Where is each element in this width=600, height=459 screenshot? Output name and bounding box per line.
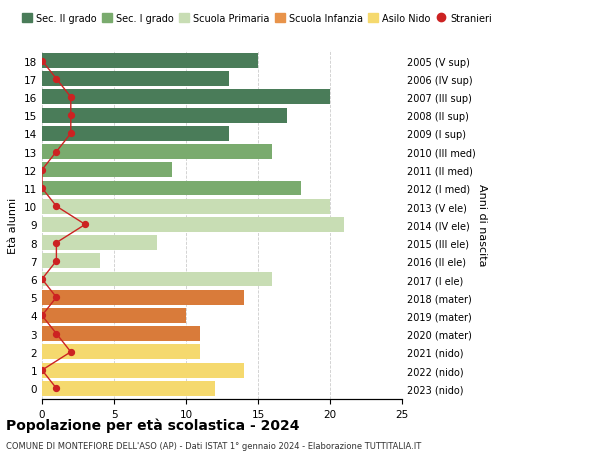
Point <box>52 294 61 301</box>
Y-axis label: Anni di nascita: Anni di nascita <box>477 184 487 266</box>
Bar <box>42 381 215 396</box>
Point <box>80 221 90 229</box>
Point <box>52 149 61 156</box>
Point <box>37 58 47 65</box>
Bar <box>42 254 100 269</box>
Bar <box>42 290 244 305</box>
Point <box>37 312 47 319</box>
Bar <box>42 326 200 341</box>
Bar <box>42 345 200 359</box>
Bar <box>42 218 344 232</box>
Bar <box>42 127 229 141</box>
Point <box>66 348 76 356</box>
Bar <box>42 54 258 69</box>
Point <box>37 367 47 374</box>
Text: COMUNE DI MONTEFIORE DELL'ASO (AP) - Dati ISTAT 1° gennaio 2024 - Elaborazione T: COMUNE DI MONTEFIORE DELL'ASO (AP) - Dat… <box>6 441 421 450</box>
Bar <box>42 72 229 87</box>
Point <box>66 94 76 101</box>
Bar <box>42 90 330 105</box>
Point <box>52 330 61 337</box>
Point <box>37 276 47 283</box>
Legend: Sec. II grado, Sec. I grado, Scuola Primaria, Scuola Infanzia, Asilo Nido, Stran: Sec. II grado, Sec. I grado, Scuola Prim… <box>18 10 496 28</box>
Bar <box>42 163 172 178</box>
Point <box>66 112 76 119</box>
Bar <box>42 308 186 323</box>
Point <box>52 203 61 210</box>
Point <box>52 76 61 83</box>
Bar <box>42 108 287 123</box>
Bar <box>42 235 157 251</box>
Y-axis label: Età alunni: Età alunni <box>8 197 19 253</box>
Point <box>52 257 61 265</box>
Bar <box>42 272 272 287</box>
Bar <box>42 363 244 378</box>
Point <box>52 240 61 247</box>
Bar <box>42 199 330 214</box>
Point <box>37 185 47 192</box>
Bar <box>42 181 301 196</box>
Point <box>52 385 61 392</box>
Point <box>37 167 47 174</box>
Bar <box>42 145 272 160</box>
Point <box>66 130 76 138</box>
Text: Popolazione per età scolastica - 2024: Popolazione per età scolastica - 2024 <box>6 418 299 432</box>
